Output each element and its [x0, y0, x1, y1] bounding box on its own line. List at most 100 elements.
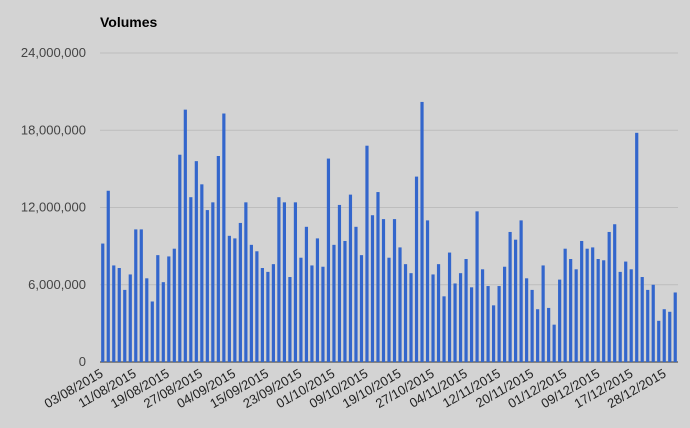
- bar: [403, 264, 408, 362]
- y-tick-label: 12,000,000: [21, 200, 86, 215]
- bar: [370, 215, 375, 362]
- bar: [431, 274, 435, 362]
- bar: [596, 259, 600, 362]
- bar: [205, 210, 209, 362]
- bar: [392, 219, 397, 362]
- bar: [420, 101, 424, 363]
- bar: [387, 257, 391, 362]
- bar: [321, 266, 325, 362]
- bar: [134, 229, 138, 362]
- bar: [547, 307, 551, 362]
- bar: [178, 154, 182, 362]
- bar: [299, 257, 303, 362]
- bar: [629, 269, 633, 362]
- bar: [332, 244, 336, 362]
- bar: [260, 268, 264, 362]
- bar: [640, 277, 644, 362]
- bar: [343, 240, 347, 362]
- bar: [271, 264, 275, 362]
- bar: [112, 265, 116, 362]
- bar: [222, 113, 226, 362]
- bar: [580, 240, 584, 362]
- bar: [668, 311, 672, 362]
- bar: [591, 247, 595, 362]
- bar: [233, 238, 237, 362]
- bar: [464, 259, 468, 362]
- y-axis-ticks: 0 6,000,000 12,000,000 18,000,000 24,000,000: [21, 45, 86, 369]
- bar: [607, 231, 611, 362]
- bar: [635, 132, 639, 362]
- bar: [514, 239, 518, 362]
- bar: [156, 255, 160, 362]
- bar: [244, 202, 248, 362]
- bar: [381, 219, 386, 362]
- bar: [266, 271, 270, 363]
- bar: [480, 269, 485, 362]
- bar: [574, 269, 578, 362]
- bar: [442, 296, 446, 362]
- bar: [491, 305, 496, 362]
- bar: [227, 235, 231, 362]
- bar: [497, 286, 501, 362]
- bar: [304, 226, 309, 362]
- bar: [602, 260, 606, 362]
- bar: [646, 289, 650, 362]
- x-axis-ticks: 03/08/201511/08/201519/08/201527/08/2015…: [42, 366, 669, 412]
- bar: [315, 238, 320, 362]
- bar: [673, 292, 677, 362]
- bar: [238, 222, 242, 362]
- bar: [101, 243, 105, 362]
- bar: [189, 197, 193, 362]
- bar: [255, 251, 259, 362]
- bar: [354, 226, 358, 362]
- bar: [409, 273, 413, 362]
- bar: [662, 309, 666, 362]
- bar: [486, 286, 490, 362]
- bar: [211, 202, 215, 362]
- bar: [436, 264, 441, 362]
- y-tick-label: 0: [79, 354, 86, 369]
- bar: [508, 231, 512, 362]
- bar: [398, 247, 402, 362]
- bar: [145, 278, 149, 362]
- bar: [216, 156, 220, 362]
- bar: [469, 287, 474, 362]
- bar: [365, 145, 369, 362]
- bar: [161, 282, 165, 362]
- bar: [359, 255, 364, 362]
- bar: [183, 109, 187, 363]
- bar: [618, 271, 622, 363]
- bar: [519, 220, 523, 363]
- bar: [503, 266, 507, 362]
- bar: [337, 204, 342, 362]
- bar: [139, 229, 143, 362]
- bar: [657, 320, 661, 362]
- bar: [613, 224, 617, 362]
- bars: [101, 101, 677, 363]
- bar: [530, 289, 534, 362]
- y-tick-label: 18,000,000: [21, 122, 86, 137]
- bar: [310, 265, 314, 362]
- bar: [348, 194, 353, 363]
- bar: [458, 273, 463, 362]
- chart-title: Volumes: [100, 14, 158, 30]
- y-tick-label: 24,000,000: [21, 45, 86, 60]
- bar: [425, 220, 430, 363]
- bar: [277, 197, 281, 362]
- bar: [249, 244, 253, 362]
- bar: [475, 211, 479, 362]
- bar: [128, 274, 132, 362]
- bar: [293, 202, 298, 362]
- bar: [150, 301, 154, 362]
- bar: [117, 268, 121, 362]
- bar: [569, 259, 573, 362]
- bar: [326, 158, 331, 362]
- bar: [447, 252, 452, 362]
- bar: [651, 284, 655, 362]
- bar: [282, 202, 286, 362]
- bar: [200, 184, 204, 362]
- bar: [585, 248, 589, 362]
- bar: [541, 265, 545, 362]
